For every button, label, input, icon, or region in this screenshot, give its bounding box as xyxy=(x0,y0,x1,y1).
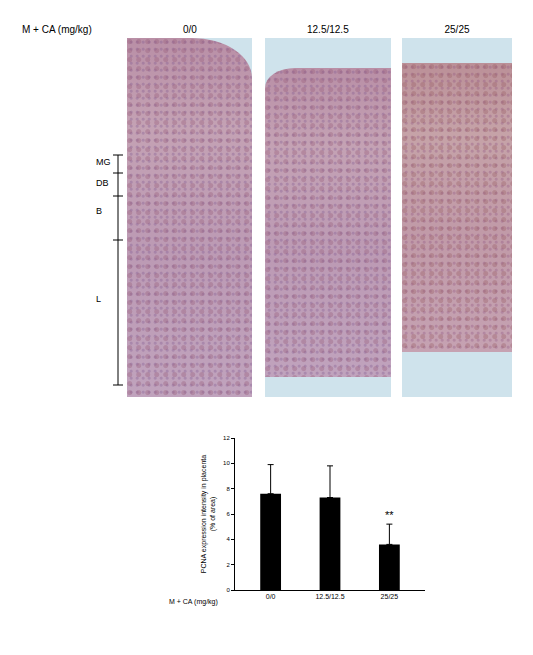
svg-text:2: 2 xyxy=(226,562,230,568)
html-text:DB: DB xyxy=(96,178,109,188)
svg-text:12: 12 xyxy=(223,435,230,441)
svg-text:4: 4 xyxy=(226,536,230,542)
svg-text:PCNA expression intensity in p: PCNA expression intensity in placenta(% … xyxy=(200,455,217,573)
svg-text:10: 10 xyxy=(223,460,230,466)
html-text:12.5/12.5: 12.5/12.5 xyxy=(307,24,349,35)
svg-text:**: ** xyxy=(385,509,394,521)
html-text:B: B xyxy=(96,206,102,216)
svg-text:8: 8 xyxy=(226,486,230,492)
svg-text:0/0: 0/0 xyxy=(266,593,276,600)
svg-text:6: 6 xyxy=(226,511,230,517)
html-text:MG: MG xyxy=(96,157,111,167)
svg-text:12.5/12.5: 12.5/12.5 xyxy=(315,593,344,600)
html-text:M + CA (mg/kg): M + CA (mg/kg) xyxy=(22,24,92,35)
html-text:25/25: 25/25 xyxy=(444,24,470,35)
svg-text:25/25: 25/25 xyxy=(381,593,399,600)
html-text:0/0: 0/0 xyxy=(183,24,197,35)
html-text:L: L xyxy=(96,294,101,304)
svg-text:M + CA (mg/kg): M + CA (mg/kg) xyxy=(169,598,218,606)
svg-text:0: 0 xyxy=(226,587,230,593)
